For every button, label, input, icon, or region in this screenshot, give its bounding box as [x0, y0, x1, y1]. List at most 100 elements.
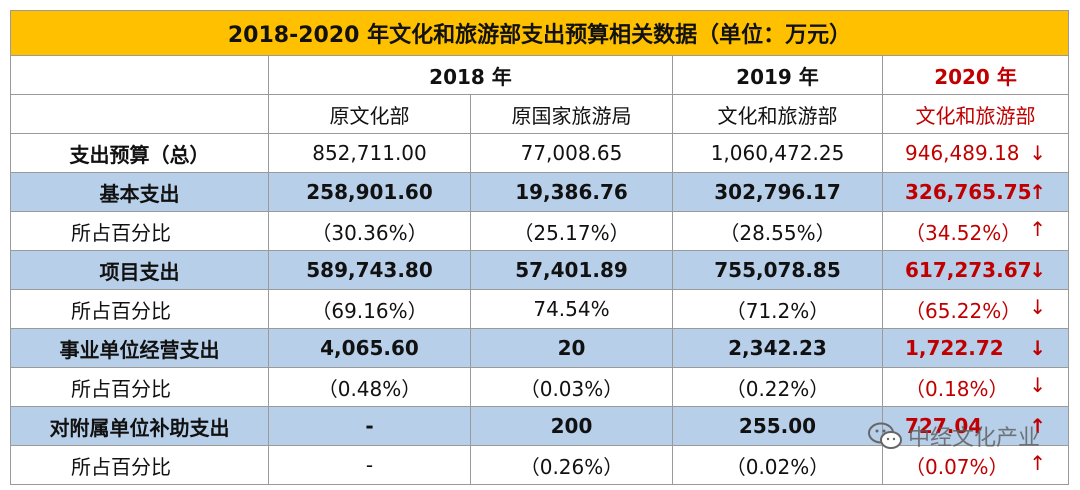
watermark-text: 中经文化产业: [907, 426, 1040, 451]
value-cell: （0.02%）: [672, 445, 883, 485]
value-cell: 2,342.23: [672, 328, 883, 368]
blank-cell: [10, 55, 269, 95]
department-header: 文化和旅游部: [672, 94, 883, 134]
table-row: 所占百分比 - （0.26%） （0.02%） （0.07%） ↑: [10, 445, 1070, 485]
value-cell: 302,796.17: [672, 172, 883, 212]
trend-arrow: ↓: [1029, 336, 1047, 360]
budget-table: 2018-2020 年文化和旅游部支出预算相关数据（单位：万元） 2018 年 …: [9, 10, 1070, 485]
table-row: 所占百分比 （0.48%） （0.03%） （0.22%） （0.18%） ↓: [10, 367, 1070, 407]
row-label: 支出预算（总）: [10, 133, 269, 173]
row-label: 所占百分比: [10, 211, 269, 251]
value-cell: 74.54%: [470, 289, 673, 329]
trend-arrow: ↑: [1029, 180, 1047, 204]
value-cell: （0.22%）: [672, 367, 883, 407]
cell-value: 258,901.60: [306, 180, 433, 204]
cell-value: （0.02%）: [725, 454, 830, 479]
cell-value: （0.18%）: [905, 376, 1009, 401]
value-cell: （0.26%）: [470, 445, 673, 485]
cell-value: 4,065.60: [320, 336, 419, 360]
cell-value: （69.16%）: [311, 298, 428, 323]
cell-value: （34.52%）: [905, 220, 1022, 245]
cell-value: （0.26%）: [519, 454, 624, 479]
cell-value: 1,722.72: [905, 336, 1004, 360]
cell-value: （71.2%）: [725, 298, 830, 323]
cell-value: 302,796.17: [714, 180, 841, 204]
cell-value: （0.22%）: [725, 376, 830, 401]
value-cell: （30.36%）: [268, 211, 471, 251]
blank-cell: [10, 94, 269, 134]
value-cell: （65.22%） ↓: [881, 289, 1070, 329]
value-cell: 946,489.18 ↓: [881, 133, 1070, 173]
department-row: 原文化部 原国家旅游局 文化和旅游部 文化和旅游部: [10, 94, 1070, 134]
trend-arrow: ↑: [1029, 414, 1047, 438]
table-title: 2018-2020 年文化和旅游部支出预算相关数据（单位：万元）: [9, 10, 1070, 56]
cell-value: 200: [550, 414, 593, 438]
cell-value: 946,489.18: [905, 141, 1020, 165]
cell-value: （0.48%）: [317, 376, 422, 401]
cell-value: -: [365, 453, 374, 477]
value-cell: 617,273.67 ↓: [881, 250, 1070, 290]
value-cell: （0.48%）: [268, 367, 471, 407]
cell-value: 255.00: [738, 414, 817, 438]
department-header: 文化和旅游部: [881, 94, 1070, 134]
trend-arrow: ↓: [1029, 258, 1047, 282]
value-cell: 727.04 ↑: [881, 406, 1070, 446]
value-cell: （71.2%）: [672, 289, 883, 329]
trend-arrow: ↓: [1029, 141, 1047, 165]
value-cell: （0.07%） ↑: [881, 445, 1070, 485]
value-cell: 1,060,472.25: [672, 133, 883, 173]
table-row: 支出预算（总） 852,711.00 77,008.65 1,060,472.25 94…: [10, 133, 1070, 173]
row-label: 所占百分比: [10, 445, 269, 485]
value-cell: 255.00: [672, 406, 883, 446]
wechat-icon: [867, 422, 902, 449]
year-header: 2018 年: [268, 55, 673, 95]
cell-value: 326,765.75: [905, 180, 1032, 204]
row-label: 基本支出: [10, 172, 269, 212]
value-cell: 77,008.65: [470, 133, 673, 173]
cell-value: （0.03%）: [519, 376, 624, 401]
cell-value: 1,060,472.25: [710, 141, 845, 165]
value-cell: 57,401.89: [470, 250, 673, 290]
cell-value: 617,273.67: [905, 258, 1032, 282]
year-header: 2020 年: [881, 55, 1070, 95]
cell-value: （28.55%）: [719, 220, 836, 245]
cell-value: 589,743.80: [306, 258, 433, 282]
cell-value: 852,711.00: [312, 141, 427, 165]
year-header: 2019 年: [672, 55, 883, 95]
cell-value: （30.36%）: [311, 220, 428, 245]
value-cell: （25.17%）: [470, 211, 673, 251]
row-label: 所占百分比: [10, 289, 269, 329]
cell-value: 2,342.23: [728, 336, 827, 360]
year-row: 2018 年 2019 年 2020 年: [10, 55, 1070, 95]
cell-value: 19,386.76: [515, 180, 628, 204]
cell-value: -: [365, 414, 374, 438]
cell-value: （25.17%）: [513, 220, 630, 245]
value-cell: （0.03%）: [470, 367, 673, 407]
value-cell: 1,722.72 ↓: [881, 328, 1070, 368]
value-cell: （69.16%）: [268, 289, 471, 329]
cell-value: 727.04: [905, 414, 983, 438]
cell-value: 57,401.89: [515, 258, 628, 282]
trend-arrow: ↑: [1029, 450, 1047, 475]
value-cell: -: [268, 445, 471, 485]
value-cell: 589,743.80: [268, 250, 471, 290]
cell-value: （0.07%）: [905, 454, 1009, 479]
value-cell: 200: [470, 406, 673, 446]
trend-arrow: ↑: [1029, 216, 1047, 241]
table-row: 对附属单位补助支出 - 200 255.00 727.04 ↑: [10, 406, 1070, 446]
cell-value: 77,008.65: [520, 141, 623, 165]
value-cell: -: [268, 406, 471, 446]
value-cell: 755,078.85: [672, 250, 883, 290]
value-cell: 852,711.00: [268, 133, 471, 173]
value-cell: 19,386.76: [470, 172, 673, 212]
value-cell: （0.18%） ↓: [881, 367, 1070, 407]
title-row: 2018-2020 年文化和旅游部支出预算相关数据（单位：万元）: [9, 10, 1070, 56]
table-row: 所占百分比 （30.36%） （25.17%） （28.55%） （34.52%） ↑: [10, 211, 1070, 251]
department-header: 原文化部: [268, 94, 471, 134]
value-cell: 258,901.60: [268, 172, 471, 212]
value-cell: （28.55%）: [672, 211, 883, 251]
table-body: 支出预算（总） 852,711.00 77,008.65 1,060,472.25 94…: [10, 133, 1070, 485]
table-row: 项目支出 589,743.80 57,401.89 755,078.85 617,273…: [10, 250, 1070, 290]
table-row: 基本支出 258,901.60 19,386.76 302,796.17 326,765…: [10, 172, 1070, 212]
